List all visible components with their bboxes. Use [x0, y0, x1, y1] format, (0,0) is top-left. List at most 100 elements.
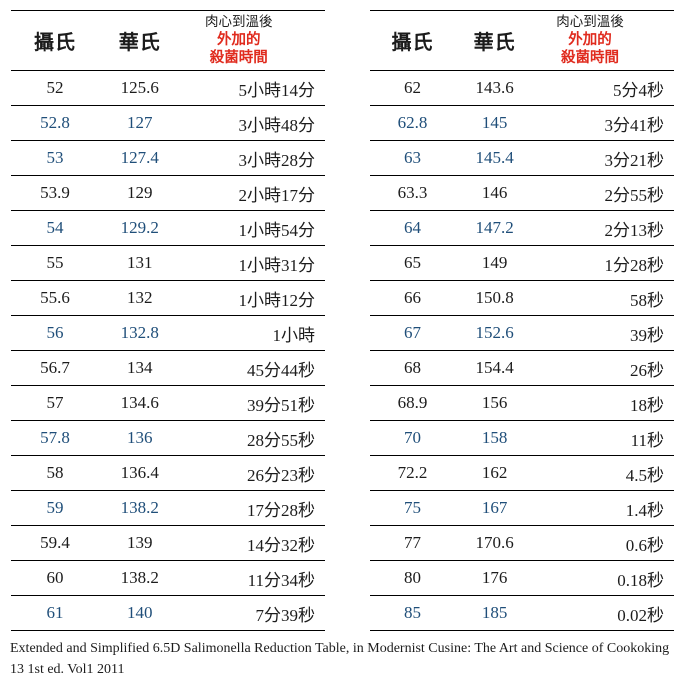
fahrenheit-cell: 129.2 — [120, 218, 159, 237]
table-row: 63.3 146 2分55秒 — [370, 176, 674, 211]
fahrenheit-cell: 139 — [126, 533, 153, 552]
table-row: 59.4 139 14分32秒 — [11, 526, 325, 561]
time-cell: 45分44秒 — [246, 360, 315, 380]
table-row: 57 134.6 39分51秒 — [11, 386, 325, 421]
time-cell: 26秒 — [629, 360, 664, 380]
fahrenheit-cell: 132.8 — [120, 323, 159, 342]
celsius-cell: 53 — [46, 148, 64, 167]
celsius-cell: 65 — [404, 253, 422, 272]
table-row: 62 143.6 5分4秒 — [370, 71, 674, 106]
celsius-cell: 62.8 — [397, 113, 428, 132]
table-row: 53 127.4 3小時28分 — [11, 141, 325, 176]
time-cell: 5分4秒 — [612, 80, 664, 100]
time-cell: 11分34秒 — [247, 570, 315, 590]
time-cell: 0.6秒 — [625, 535, 664, 555]
celsius-cell: 67 — [404, 323, 422, 342]
time-cell: 11秒 — [630, 430, 664, 450]
fahrenheit-cell: 131 — [126, 253, 153, 272]
celsius-cell: 66 — [404, 288, 422, 307]
table-row: 54 129.2 1小時54分 — [11, 211, 325, 246]
fahrenheit-cell: 162 — [481, 463, 508, 482]
table-row: 59 138.2 17分28秒 — [11, 491, 325, 526]
table-row: 65 149 1分28秒 — [370, 246, 674, 281]
fahrenheit-cell: 158 — [481, 428, 508, 447]
fahrenheit-cell: 136.4 — [120, 463, 159, 482]
table-row: 64 147.2 2分13秒 — [370, 211, 674, 246]
table-row: 56.7 134 45分44秒 — [11, 351, 325, 386]
time-cell: 7分39秒 — [255, 605, 315, 625]
table-row: 68.9 156 18秒 — [370, 386, 674, 421]
fahrenheit-cell: 132 — [126, 288, 153, 307]
fahrenheit-cell: 152.6 — [475, 323, 514, 342]
celsius-cell: 68.9 — [397, 393, 428, 412]
fahrenheit-cell: 167 — [481, 498, 508, 517]
celsius-cell: 68 — [404, 358, 422, 377]
time-cell: 3小時28分 — [238, 150, 315, 170]
celsius-cell: 57 — [46, 393, 64, 412]
celsius-cell: 85 — [404, 603, 422, 622]
fahrenheit-cell: 143.6 — [475, 78, 514, 97]
fahrenheit-cell: 176 — [481, 568, 508, 587]
table-row: 55.6 132 1小時12分 — [11, 281, 325, 316]
table-header-row: 攝氏 華氏 肉心到溫後 外加的 殺菌時間 — [11, 11, 325, 71]
citation-line2: 13 1st ed. Vol1 2011 — [10, 662, 125, 677]
celsius-cell: 62 — [404, 78, 422, 97]
table-row: 63 145.4 3分21秒 — [370, 141, 674, 176]
celsius-cell: 59.4 — [40, 533, 70, 552]
fahrenheit-cell: 156 — [481, 393, 508, 412]
table-row: 58 136.4 26分23秒 — [11, 456, 325, 491]
table-row: 57.8 136 28分55秒 — [11, 421, 325, 456]
celsius-cell: 77 — [404, 533, 422, 552]
time-cell: 1小時 — [272, 325, 315, 345]
fahrenheit-cell: 147.2 — [475, 218, 514, 237]
celsius-cell: 57.8 — [40, 428, 70, 447]
time-cell: 1小時54分 — [238, 220, 315, 240]
celsius-cell: 52.8 — [40, 113, 70, 132]
table-row: 66 150.8 58秒 — [370, 281, 674, 316]
time-cell: 3分41秒 — [604, 115, 664, 135]
fahrenheit-cell: 138.2 — [120, 568, 159, 587]
time-cell: 3小時48分 — [238, 115, 315, 135]
table-row: 77 170.6 0.6秒 — [370, 526, 674, 561]
time-cell: 1小時31分 — [238, 255, 315, 275]
celsius-cell: 55 — [46, 253, 64, 272]
fahrenheit-cell: 149 — [481, 253, 508, 272]
table-row: 60 138.2 11分34秒 — [11, 561, 325, 596]
time-cell: 5小時14分 — [238, 80, 315, 100]
celsius-cell: 80 — [404, 568, 422, 587]
fahrenheit-cell: 127 — [126, 113, 153, 132]
fahrenheit-cell: 140 — [126, 603, 153, 622]
table-row: 55 131 1小時31分 — [11, 246, 325, 281]
celsius-column-header: 攝氏 — [391, 32, 434, 54]
time-cell: 2分13秒 — [604, 220, 664, 240]
table-row: 67 152.6 39秒 — [370, 316, 674, 351]
fahrenheit-column-header: 華氏 — [118, 32, 161, 54]
celsius-cell: 63.3 — [397, 183, 428, 202]
time-header-line3: 殺菌時間 — [209, 49, 268, 66]
table-body: 62 143.6 5分4秒 62.8 145 3分41秒 63 145.4 3分… — [370, 71, 674, 631]
time-header-line2: 外加的 — [217, 31, 261, 48]
celsius-cell: 64 — [404, 218, 422, 237]
fahrenheit-cell: 154.4 — [475, 358, 514, 377]
fahrenheit-cell: 170.6 — [475, 533, 514, 552]
time-cell: 4.5秒 — [625, 465, 664, 485]
citation-line1: Extended and Simplified 6.5D Salimonella… — [10, 641, 670, 656]
time-cell: 17分28秒 — [246, 500, 315, 520]
time-cell: 18秒 — [629, 395, 664, 415]
celsius-cell: 55.6 — [40, 288, 70, 307]
celsius-cell: 72.2 — [397, 463, 428, 482]
time-cell: 3分21秒 — [604, 150, 664, 170]
fahrenheit-cell: 138.2 — [120, 498, 159, 517]
fahrenheit-cell: 134 — [126, 358, 153, 377]
table-row: 75 167 1.4秒 — [370, 491, 674, 526]
celsius-cell: 56 — [46, 323, 64, 342]
time-cell: 58秒 — [629, 290, 664, 310]
celsius-cell: 61 — [46, 603, 64, 622]
table-row: 52 125.6 5小時14分 — [11, 71, 325, 106]
time-cell: 14分32秒 — [246, 535, 315, 555]
fahrenheit-cell: 150.8 — [475, 288, 514, 307]
celsius-cell: 70 — [404, 428, 422, 447]
fahrenheit-cell: 146 — [481, 183, 508, 202]
fahrenheit-cell: 125.6 — [120, 78, 159, 97]
time-cell: 1.4秒 — [625, 500, 664, 520]
